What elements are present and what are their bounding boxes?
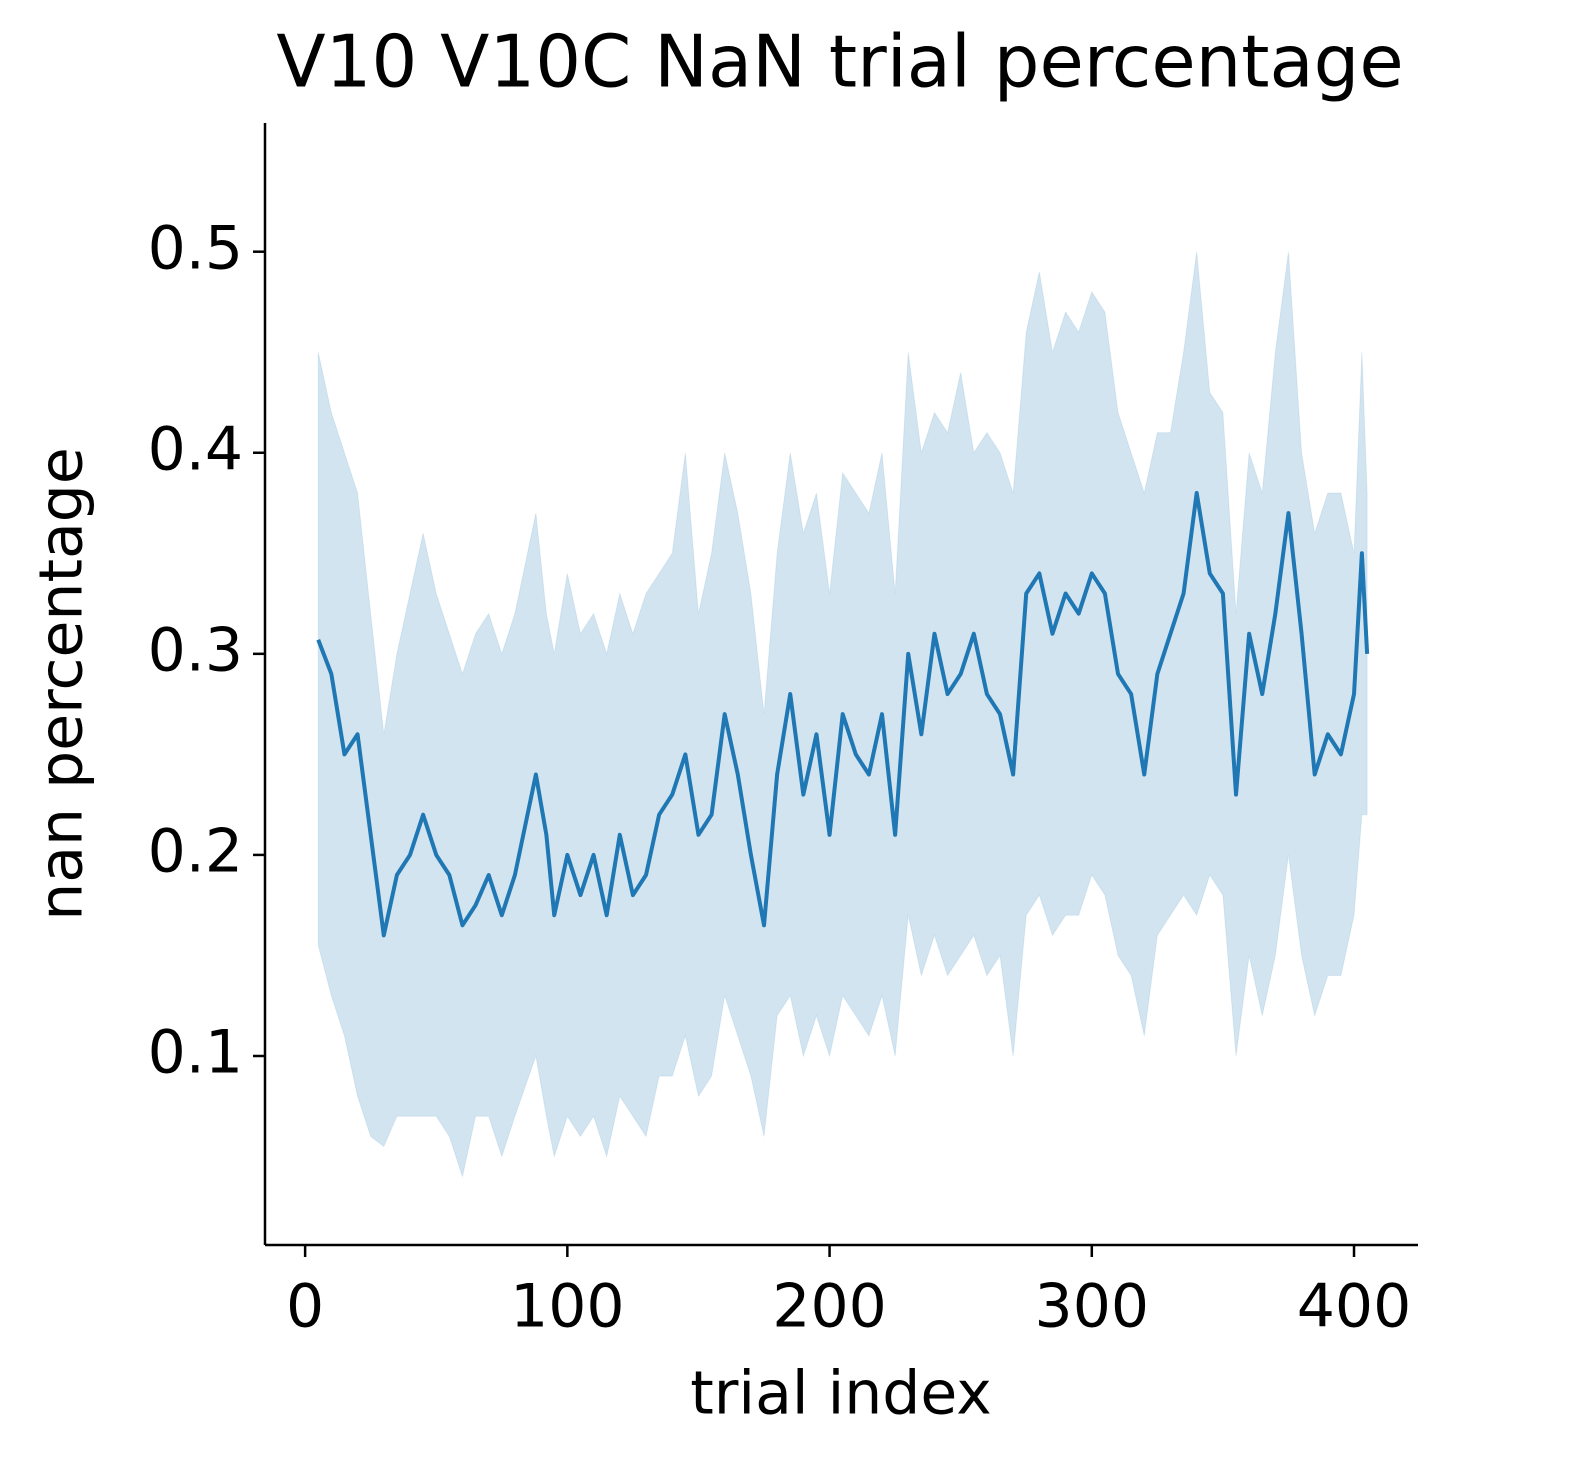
y-axis-label: nan percentage [27, 447, 97, 920]
x-tick-label: 100 [510, 1272, 625, 1342]
y-tick-label: 0.2 [148, 817, 243, 887]
x-tick-label: 200 [772, 1272, 887, 1342]
y-tick-label: 0.4 [148, 414, 243, 484]
y-tick-label: 0.1 [148, 1018, 243, 1088]
x-tick-label: 0 [286, 1272, 324, 1342]
chart-title: V10 V10C NaN trial percentage [276, 20, 1403, 104]
mean-line [316, 490, 1370, 938]
y-tick-label: 0.5 [148, 213, 243, 283]
x-tick-label: 400 [1297, 1272, 1412, 1342]
x-tick-label: 300 [1035, 1272, 1150, 1342]
x-axis-label: trial index [690, 1359, 992, 1429]
y-tick-label: 0.3 [148, 615, 243, 685]
